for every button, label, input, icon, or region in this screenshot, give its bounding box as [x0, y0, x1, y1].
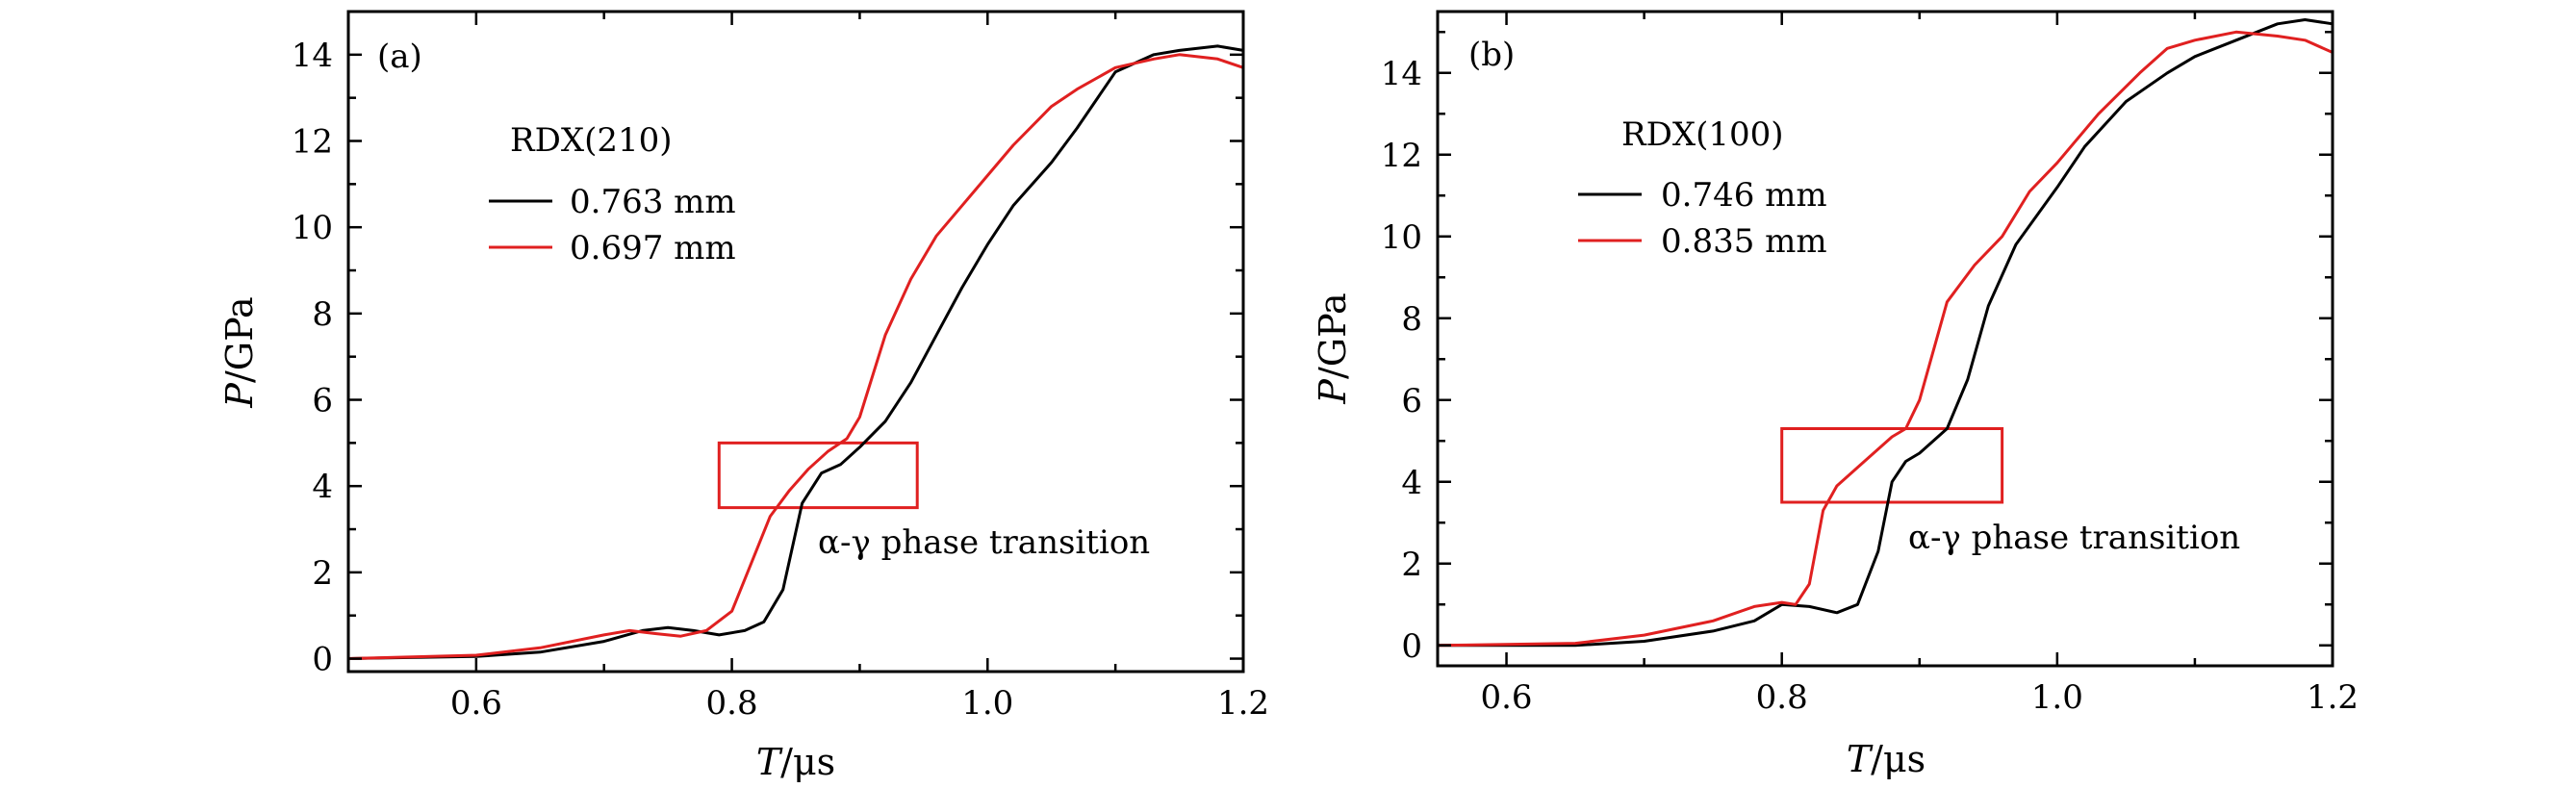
y-axis-unit-a: /GPa: [218, 296, 261, 383]
plot-layer-a: 0.6 0.8 1.0 1.2 0 2 4 6 8 10 12 14: [292, 10, 1269, 723]
y-tick-label-b: 2: [1401, 546, 1422, 584]
y-tick-label-a: 4: [312, 468, 333, 506]
y-tick-label-a: 14: [292, 37, 333, 75]
y-tick-label-a: 12: [292, 123, 333, 162]
legend-entry-b-1: 0.835 mm: [1661, 222, 1827, 261]
series-line-b-0: [1438, 18, 2334, 648]
plot-frame-a: [346, 10, 1245, 674]
highlight-box-b: [1780, 427, 2004, 504]
plot-layer-b: 0.6 0.8 1.0 1.2 0 2 4 6 8 10 12 14: [1381, 10, 2359, 717]
panel-label-a: (a): [377, 38, 422, 76]
y-axis-var-a: P: [218, 382, 261, 409]
y-tick-label-b: 6: [1401, 382, 1422, 420]
highlight-box-a: [717, 441, 919, 510]
x-axis-unit-a: /μs: [780, 741, 835, 783]
x-tick-label-b: 1.0: [2031, 678, 2083, 717]
x-axis-unit-b: /μs: [1871, 738, 1926, 780]
panel-label-b: (b): [1468, 36, 1515, 74]
y-tick-label-b: 0: [1401, 627, 1422, 666]
chart-panel-b: 0.6 0.8 1.0 1.2 0 2 4 6 8 10 12 14 (b) RDX(100) 0.7…: [1312, 10, 2359, 780]
legend-title-a: RDX(210): [510, 121, 673, 160]
x-tick-label-a: 0.8: [706, 684, 758, 723]
annotation-a: α-γ phase transition: [818, 523, 1150, 562]
y-tick-label-b: 8: [1401, 300, 1422, 339]
x-axis-label-a: T/μs: [756, 741, 835, 783]
y-axis-label-b: P/GPa: [1312, 292, 1354, 404]
y-tick-label-a: 2: [312, 554, 333, 593]
series-line-b-1: [1437, 30, 2334, 648]
y-tick-label-a: 0: [312, 641, 333, 679]
legend-entry-a-1: 0.697 mm: [570, 229, 736, 267]
chart-panel-a: 0.6 0.8 1.0 1.2 0 2 4 6 8 10 12 14 (a) RDX(210) 0.7…: [218, 10, 1269, 783]
y-axis-label-a: P/GPa: [218, 296, 261, 408]
y-tick-label-b: 12: [1381, 137, 1422, 175]
legend-title-b: RDX(100): [1621, 115, 1784, 154]
x-axis-var-a: T: [756, 741, 783, 783]
y-tick-label-a: 8: [312, 295, 333, 334]
x-tick-label-b: 1.2: [2307, 678, 2359, 717]
plot-frame-b: [1436, 10, 2334, 668]
legend-entry-a-0: 0.763 mm: [570, 183, 736, 221]
y-tick-label-a: 6: [312, 382, 333, 420]
y-tick-label-a: 10: [292, 209, 333, 247]
y-tick-label-b: 14: [1381, 55, 1422, 93]
y-axis-unit-b: /GPa: [1312, 292, 1354, 379]
series-line-a-0: [347, 44, 1244, 660]
y-tick-label-b: 10: [1381, 218, 1422, 257]
y-tick-label-b: 4: [1401, 464, 1422, 502]
x-tick-label-b: 0.6: [1480, 678, 1532, 717]
y-axis-var-b: P: [1312, 378, 1354, 405]
x-tick-label-a: 1.0: [961, 684, 1013, 723]
x-tick-label-a: 0.6: [450, 684, 502, 723]
annotation-b: α-γ phase transition: [1908, 519, 2240, 557]
x-tick-label-b: 0.8: [1756, 678, 1808, 717]
legend-entry-b-0: 0.746 mm: [1661, 176, 1827, 215]
x-axis-label-b: T/μs: [1847, 738, 1926, 780]
x-axis-var-b: T: [1847, 738, 1874, 780]
x-tick-label-a: 1.2: [1217, 684, 1269, 723]
series-line-a-1: [347, 53, 1244, 660]
